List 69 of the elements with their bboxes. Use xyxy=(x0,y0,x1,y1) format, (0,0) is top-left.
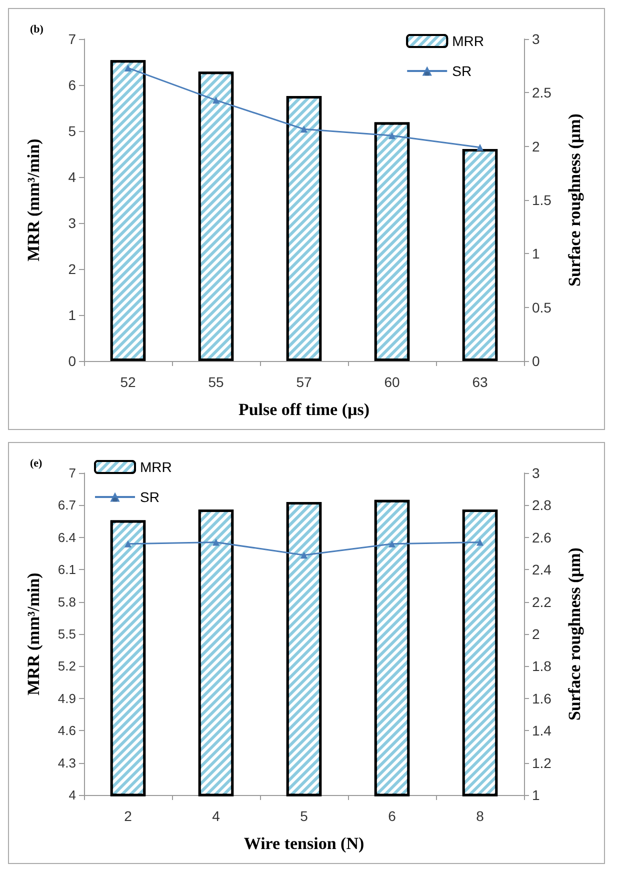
y2-tick-label: 0.5 xyxy=(532,299,552,316)
point xyxy=(476,538,484,546)
point xyxy=(124,64,132,72)
y2-tick-label: 2 xyxy=(532,138,540,154)
y-tick-label: 4.3 xyxy=(58,755,76,770)
y-tick-label: 5 xyxy=(68,123,76,139)
y-tick-label: 7 xyxy=(68,466,76,480)
legend-label: MRR xyxy=(452,33,484,49)
x-tick-label: 52 xyxy=(120,374,136,390)
point xyxy=(124,540,132,548)
y-tick-label: 2 xyxy=(68,261,76,277)
point xyxy=(476,144,484,151)
chart-title: (b) xyxy=(30,24,44,36)
y2-tick-label: 3 xyxy=(532,465,540,481)
point xyxy=(388,540,396,548)
y2-tick-label: 1 xyxy=(532,246,540,262)
point xyxy=(212,96,220,104)
y-tick-label: 6 xyxy=(68,77,76,93)
y2-tick-label: 3 xyxy=(532,31,540,47)
y2-tick-label: 0 xyxy=(532,353,540,369)
y-tick-label: 6.1 xyxy=(58,562,76,578)
x-axis-title: Pulse off time (µs) xyxy=(238,400,370,419)
y2-axis-title: Surface roughness (µm) xyxy=(565,548,584,720)
legend-label: SR xyxy=(452,63,472,79)
y-tick-label: 4.6 xyxy=(58,723,76,738)
point xyxy=(212,538,220,546)
x-tick-label: 4 xyxy=(212,808,220,824)
y2-tick-label: 1.2 xyxy=(532,754,552,771)
x-tick-label: 60 xyxy=(384,374,400,390)
y2-tick-label: 2.2 xyxy=(532,594,552,610)
chart-title: (e) xyxy=(30,458,43,470)
x-tick-label: 5 xyxy=(300,808,308,824)
y-axis-title: MRR (mm³/min) xyxy=(24,572,43,696)
point xyxy=(300,552,308,559)
x-axis-title: Wire tension (N) xyxy=(244,834,364,853)
y-tick-label: 5.5 xyxy=(58,626,76,642)
y2-tick-label: 2.4 xyxy=(532,562,552,578)
x-tick-label: 57 xyxy=(296,374,312,390)
y2-tick-label: 2 xyxy=(532,626,540,642)
legend-label: SR xyxy=(140,489,160,505)
point xyxy=(388,132,396,140)
y2-tick-label: 1.8 xyxy=(532,658,552,674)
legend-label: MRR xyxy=(140,459,172,475)
y-tick-label: 4 xyxy=(68,788,76,802)
y-axis-title: MRR (mm³/min) xyxy=(24,138,43,262)
x-tick-label: 2 xyxy=(124,808,132,824)
y-tick-label: 6.7 xyxy=(58,498,76,513)
y-tick-label: 4.9 xyxy=(58,690,76,706)
y2-tick-label: 2.5 xyxy=(532,84,552,101)
y-tick-label: 4 xyxy=(68,169,76,185)
y2-tick-label: 2.8 xyxy=(532,497,552,514)
y-tick-label: 6.4 xyxy=(58,530,76,545)
x-tick-label: 6 xyxy=(388,808,396,824)
y-tick-label: 5.2 xyxy=(58,658,76,674)
y-tick-label: 0 xyxy=(68,353,76,369)
x-tick-label: 55 xyxy=(208,374,224,390)
y-tick-label: 5.8 xyxy=(58,594,76,610)
point xyxy=(300,126,308,133)
y2-tick-label: 1.5 xyxy=(532,192,552,208)
y-tick-label: 1 xyxy=(68,307,76,323)
y2-tick-label: 1.4 xyxy=(532,722,552,739)
y2-tick-label: 1.6 xyxy=(532,690,552,706)
y-tick-label: 3 xyxy=(68,215,76,231)
y2-axis-title: Surface roughness (µm) xyxy=(565,114,584,286)
y2-tick-label: 2.6 xyxy=(532,529,552,546)
x-tick-label: 8 xyxy=(476,808,484,824)
y-tick-label: 7 xyxy=(68,31,76,47)
y2-tick-label: 1 xyxy=(532,787,540,803)
x-tick-label: 63 xyxy=(472,374,488,390)
